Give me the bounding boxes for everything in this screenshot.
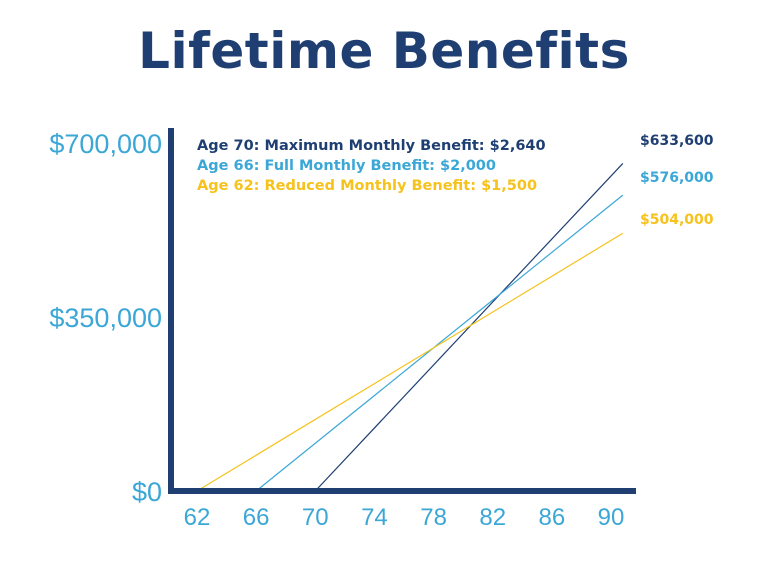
legend-entry: Age 66: Full Monthly Benefit: $2,000 xyxy=(197,158,496,174)
series-line-1 xyxy=(255,194,624,492)
legend-entry: Age 62: Reduced Monthly Benefit: $1,500 xyxy=(197,178,537,194)
x-tick-label: 90 xyxy=(598,504,625,531)
legend: Age 70: Maximum Monthly Benefit: $2,640 A… xyxy=(197,138,546,194)
axes xyxy=(168,128,636,494)
legend-entry: Age 70: Maximum Monthly Benefit: $2,640 xyxy=(197,138,546,154)
x-tick-label: 74 xyxy=(361,504,388,531)
x-tick-labels: 62 66 70 74 78 82 86 90 xyxy=(184,504,625,531)
end-labels: $633,600 $576,000 $504,000 xyxy=(640,133,714,228)
y-tick-label: $700,000 xyxy=(49,129,162,159)
end-value-label: $576,000 xyxy=(640,170,714,186)
x-tick-label: 66 xyxy=(243,504,270,531)
chart-title: Lifetime Benefits xyxy=(138,22,630,80)
x-tick-label: 62 xyxy=(184,504,211,531)
x-tick-label: 86 xyxy=(539,504,566,531)
end-value-label: $633,600 xyxy=(640,133,714,149)
series-line-0 xyxy=(314,163,624,492)
x-tick-label: 82 xyxy=(479,504,506,531)
end-value-label: $504,000 xyxy=(640,212,714,228)
x-tick-label: 78 xyxy=(420,504,447,531)
y-tick-label: $350,000 xyxy=(49,303,162,333)
y-tick-labels: $0 $350,000 $700,000 xyxy=(49,129,162,507)
y-tick-label: $0 xyxy=(132,477,162,507)
series-line-2 xyxy=(196,232,624,492)
x-tick-label: 70 xyxy=(302,504,329,531)
series-lines xyxy=(196,163,624,492)
